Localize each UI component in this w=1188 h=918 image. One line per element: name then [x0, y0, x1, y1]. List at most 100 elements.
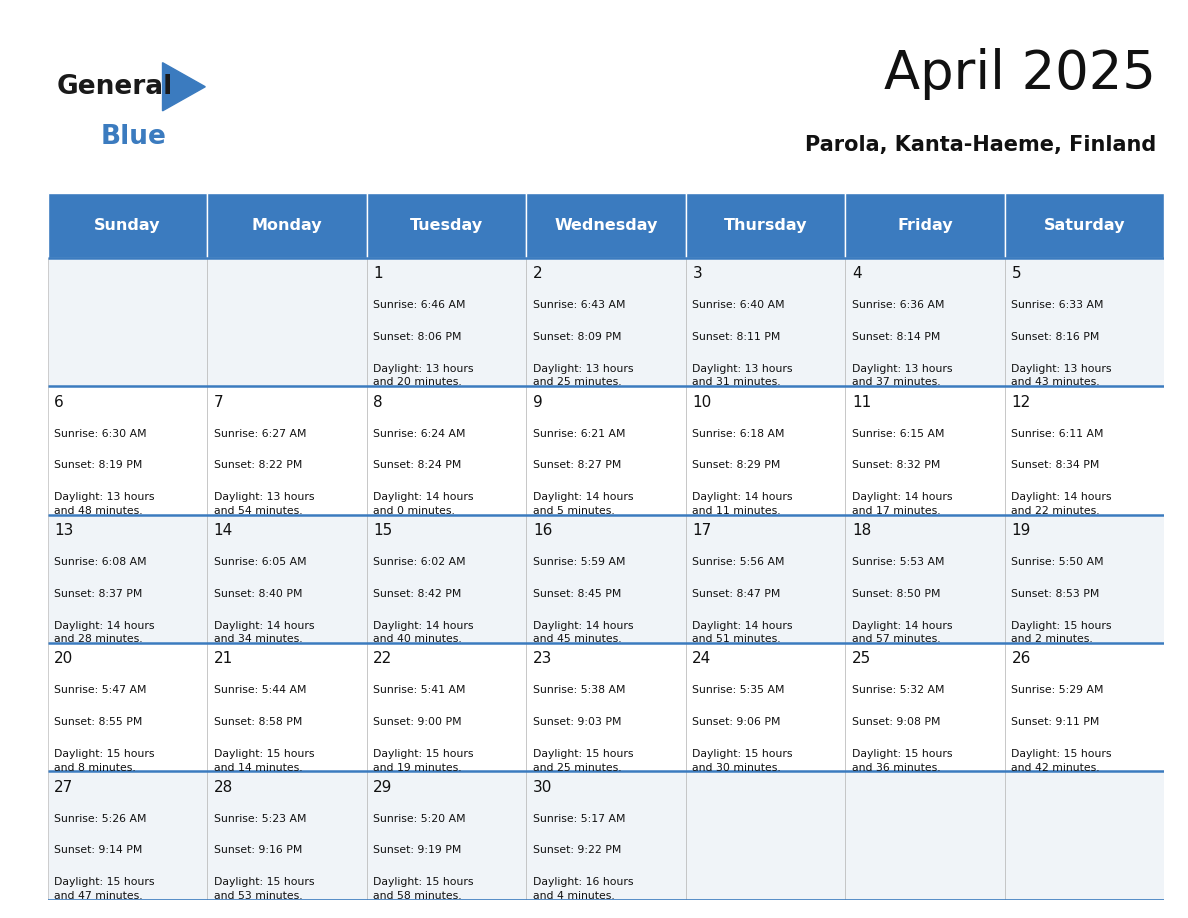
Bar	[685, 258, 845, 386]
Bar	[367, 193, 526, 258]
Text: 26: 26	[1011, 652, 1031, 666]
Bar	[526, 193, 685, 258]
Text: 25: 25	[852, 652, 871, 666]
Text: Daylight: 14 hours
and 22 minutes.: Daylight: 14 hours and 22 minutes.	[1011, 492, 1112, 516]
Text: Sunday: Sunday	[94, 218, 160, 233]
Text: Sunset: 8:06 PM: Sunset: 8:06 PM	[373, 332, 462, 342]
Text: 18: 18	[852, 523, 871, 538]
Text: Daylight: 15 hours
and 30 minutes.: Daylight: 15 hours and 30 minutes.	[693, 749, 792, 773]
Text: Sunrise: 5:32 AM: Sunrise: 5:32 AM	[852, 686, 944, 695]
Text: Blue: Blue	[101, 124, 166, 150]
Bar	[526, 258, 685, 386]
Text: 13: 13	[55, 523, 74, 538]
Text: 17: 17	[693, 523, 712, 538]
Text: Sunset: 8:53 PM: Sunset: 8:53 PM	[1011, 588, 1100, 599]
Text: 8: 8	[373, 395, 383, 409]
Text: Daylight: 15 hours
and 47 minutes.: Daylight: 15 hours and 47 minutes.	[55, 878, 154, 901]
Text: Sunset: 8:34 PM: Sunset: 8:34 PM	[1011, 461, 1100, 470]
Text: 23: 23	[532, 652, 552, 666]
Text: Sunrise: 5:26 AM: Sunrise: 5:26 AM	[55, 813, 147, 823]
Text: Daylight: 15 hours
and 42 minutes.: Daylight: 15 hours and 42 minutes.	[1011, 749, 1112, 773]
Text: 3: 3	[693, 266, 702, 281]
Text: Sunrise: 5:44 AM: Sunrise: 5:44 AM	[214, 686, 307, 695]
Text: 16: 16	[532, 523, 552, 538]
Text: 21: 21	[214, 652, 233, 666]
Text: 11: 11	[852, 395, 871, 409]
Text: General: General	[57, 73, 173, 100]
Text: Sunrise: 5:35 AM: Sunrise: 5:35 AM	[693, 686, 785, 695]
Text: 2: 2	[532, 266, 543, 281]
Text: Sunrise: 5:47 AM: Sunrise: 5:47 AM	[55, 686, 147, 695]
Text: Thursday: Thursday	[723, 218, 807, 233]
Bar	[526, 515, 685, 643]
Text: Daylight: 15 hours
and 14 minutes.: Daylight: 15 hours and 14 minutes.	[214, 749, 315, 773]
Text: Daylight: 16 hours
and 4 minutes.: Daylight: 16 hours and 4 minutes.	[532, 878, 633, 901]
Text: Sunrise: 6:36 AM: Sunrise: 6:36 AM	[852, 300, 944, 310]
Text: Sunrise: 5:53 AM: Sunrise: 5:53 AM	[852, 557, 944, 567]
Bar	[207, 643, 367, 771]
Text: 4: 4	[852, 266, 861, 281]
Bar	[685, 193, 845, 258]
Text: Sunrise: 6:43 AM: Sunrise: 6:43 AM	[532, 300, 625, 310]
Text: Sunset: 8:37 PM: Sunset: 8:37 PM	[55, 588, 143, 599]
Text: 30: 30	[532, 779, 552, 795]
Text: Sunset: 9:00 PM: Sunset: 9:00 PM	[373, 717, 462, 727]
Text: Sunrise: 6:05 AM: Sunrise: 6:05 AM	[214, 557, 307, 567]
Text: Monday: Monday	[252, 218, 322, 233]
Text: Sunset: 8:14 PM: Sunset: 8:14 PM	[852, 332, 940, 342]
Text: 14: 14	[214, 523, 233, 538]
Text: Daylight: 13 hours
and 20 minutes.: Daylight: 13 hours and 20 minutes.	[373, 364, 474, 387]
Text: Sunrise: 6:15 AM: Sunrise: 6:15 AM	[852, 429, 944, 439]
Bar	[48, 771, 207, 900]
Text: Sunset: 9:22 PM: Sunset: 9:22 PM	[532, 845, 621, 856]
Text: Sunrise: 6:30 AM: Sunrise: 6:30 AM	[55, 429, 147, 439]
Text: Sunrise: 5:50 AM: Sunrise: 5:50 AM	[1011, 557, 1104, 567]
Text: Daylight: 14 hours
and 17 minutes.: Daylight: 14 hours and 17 minutes.	[852, 492, 953, 516]
Text: Daylight: 15 hours
and 2 minutes.: Daylight: 15 hours and 2 minutes.	[1011, 621, 1112, 644]
Bar	[526, 771, 685, 900]
Text: 24: 24	[693, 652, 712, 666]
Text: Parola, Kanta-Haeme, Finland: Parola, Kanta-Haeme, Finland	[804, 135, 1156, 154]
Text: Sunrise: 5:38 AM: Sunrise: 5:38 AM	[532, 686, 625, 695]
Text: 15: 15	[373, 523, 392, 538]
Text: Daylight: 14 hours
and 5 minutes.: Daylight: 14 hours and 5 minutes.	[532, 492, 633, 516]
Text: 9: 9	[532, 395, 543, 409]
Text: Daylight: 13 hours
and 43 minutes.: Daylight: 13 hours and 43 minutes.	[1011, 364, 1112, 387]
Bar	[1005, 771, 1164, 900]
Text: Daylight: 13 hours
and 48 minutes.: Daylight: 13 hours and 48 minutes.	[55, 492, 154, 516]
Text: Sunrise: 5:23 AM: Sunrise: 5:23 AM	[214, 813, 307, 823]
Text: Sunrise: 5:56 AM: Sunrise: 5:56 AM	[693, 557, 785, 567]
Text: Sunrise: 6:18 AM: Sunrise: 6:18 AM	[693, 429, 785, 439]
Text: Sunset: 9:08 PM: Sunset: 9:08 PM	[852, 717, 941, 727]
Bar	[845, 771, 1005, 900]
Text: Daylight: 13 hours
and 25 minutes.: Daylight: 13 hours and 25 minutes.	[532, 364, 633, 387]
Text: 22: 22	[373, 652, 392, 666]
Text: Sunset: 8:19 PM: Sunset: 8:19 PM	[55, 461, 143, 470]
Text: 7: 7	[214, 395, 223, 409]
Text: April 2025: April 2025	[884, 48, 1156, 100]
Text: Daylight: 14 hours
and 34 minutes.: Daylight: 14 hours and 34 minutes.	[214, 621, 315, 644]
Text: Friday: Friday	[897, 218, 953, 233]
Text: Daylight: 15 hours
and 58 minutes.: Daylight: 15 hours and 58 minutes.	[373, 878, 474, 901]
Text: Sunset: 8:42 PM: Sunset: 8:42 PM	[373, 588, 462, 599]
Bar	[207, 386, 367, 515]
Text: Sunset: 8:47 PM: Sunset: 8:47 PM	[693, 588, 781, 599]
Text: Sunrise: 5:41 AM: Sunrise: 5:41 AM	[373, 686, 466, 695]
Text: Sunrise: 5:29 AM: Sunrise: 5:29 AM	[1011, 686, 1104, 695]
Polygon shape	[163, 62, 206, 111]
Text: Daylight: 14 hours
and 40 minutes.: Daylight: 14 hours and 40 minutes.	[373, 621, 474, 644]
Text: Sunrise: 6:08 AM: Sunrise: 6:08 AM	[55, 557, 147, 567]
Text: Daylight: 14 hours
and 45 minutes.: Daylight: 14 hours and 45 minutes.	[532, 621, 633, 644]
Text: 10: 10	[693, 395, 712, 409]
Text: 27: 27	[55, 779, 74, 795]
Text: 28: 28	[214, 779, 233, 795]
Bar	[48, 193, 207, 258]
Text: Sunset: 8:29 PM: Sunset: 8:29 PM	[693, 461, 781, 470]
Text: Tuesday: Tuesday	[410, 218, 482, 233]
Text: Sunrise: 6:46 AM: Sunrise: 6:46 AM	[373, 300, 466, 310]
Text: Sunset: 9:03 PM: Sunset: 9:03 PM	[532, 717, 621, 727]
Text: Daylight: 14 hours
and 57 minutes.: Daylight: 14 hours and 57 minutes.	[852, 621, 953, 644]
Text: Sunset: 8:45 PM: Sunset: 8:45 PM	[532, 588, 621, 599]
Text: Sunset: 8:16 PM: Sunset: 8:16 PM	[1011, 332, 1100, 342]
Bar	[845, 258, 1005, 386]
